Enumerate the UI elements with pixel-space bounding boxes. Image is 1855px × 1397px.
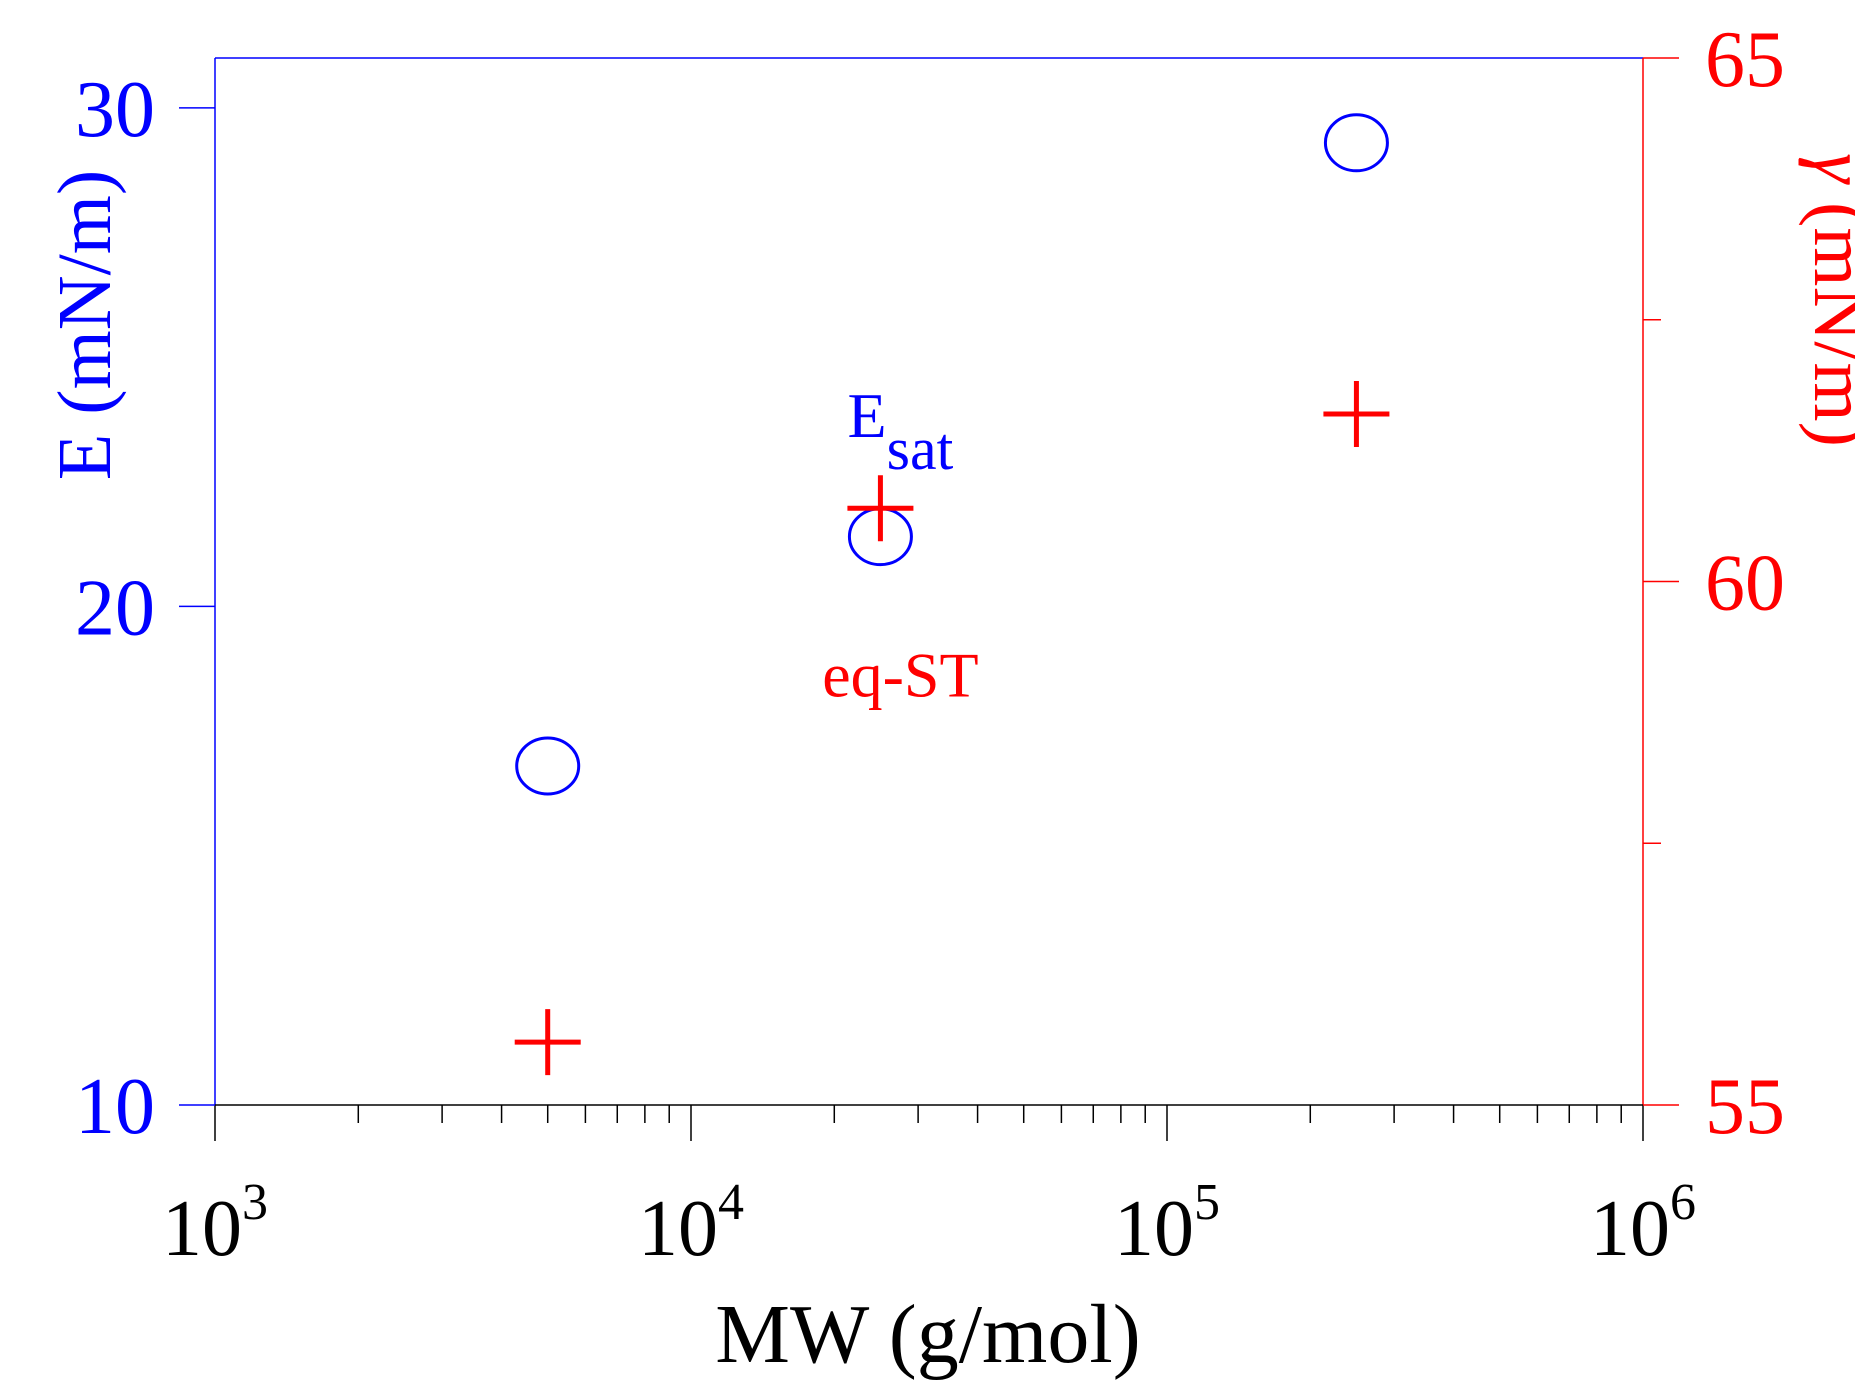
y-axis-right: 55 60 65 <box>1643 16 1785 1151</box>
y-right-tick-label: 65 <box>1705 16 1785 104</box>
eqst-annotation: eq-ST <box>822 640 978 711</box>
y-axis-left: 10 20 30 <box>75 66 215 1151</box>
x-tick-label-exponent: 5 <box>1194 1174 1220 1231</box>
series-layer <box>514 113 1390 1076</box>
x-tick-label-base: 10 <box>162 1185 242 1273</box>
esat-point <box>1323 113 1389 173</box>
annotation-main-text: eq-ST <box>822 640 978 711</box>
eqst-point <box>847 475 914 542</box>
x-tick-label: 103 <box>162 1174 268 1273</box>
esat-annotation: Esat <box>848 380 954 482</box>
y-axis-right-label-text: (mN/m) <box>1798 183 1855 447</box>
esat-point <box>515 736 581 796</box>
x-axis: 103 104 105 106 <box>162 1105 1696 1273</box>
gamma-symbol: γ <box>1798 153 1855 185</box>
y-left-tick-label: 30 <box>75 66 155 154</box>
y-right-tick-label: 55 <box>1705 1063 1785 1151</box>
annotation-layer: Esat eq-ST <box>822 380 978 711</box>
y-left-tick-label: 20 <box>75 564 155 652</box>
x-tick-label: 106 <box>1590 1174 1696 1273</box>
x-tick-label-base: 10 <box>1590 1185 1670 1273</box>
eqst-point <box>1323 380 1390 447</box>
x-tick-label: 105 <box>1114 1174 1220 1273</box>
annotation-main-text: E <box>848 380 887 451</box>
y-axis-left-label: E (mN/m) <box>43 170 127 480</box>
x-axis-label: MW (g/mol) <box>715 1288 1140 1381</box>
x-tick-label: 104 <box>638 1174 744 1273</box>
y-left-tick-label: 10 <box>75 1063 155 1151</box>
x-tick-label-exponent: 6 <box>1670 1174 1696 1231</box>
eqst-point <box>514 1009 581 1076</box>
x-tick-label-base: 10 <box>638 1185 718 1273</box>
x-tick-label-exponent: 3 <box>242 1174 268 1231</box>
x-tick-label-exponent: 4 <box>718 1174 744 1231</box>
y-axis-right-label: γ (mN/m) <box>1798 153 1855 447</box>
x-tick-label-base: 10 <box>1114 1185 1194 1273</box>
y-right-tick-label: 60 <box>1705 540 1785 628</box>
annotation-subscript: sat <box>887 416 954 482</box>
